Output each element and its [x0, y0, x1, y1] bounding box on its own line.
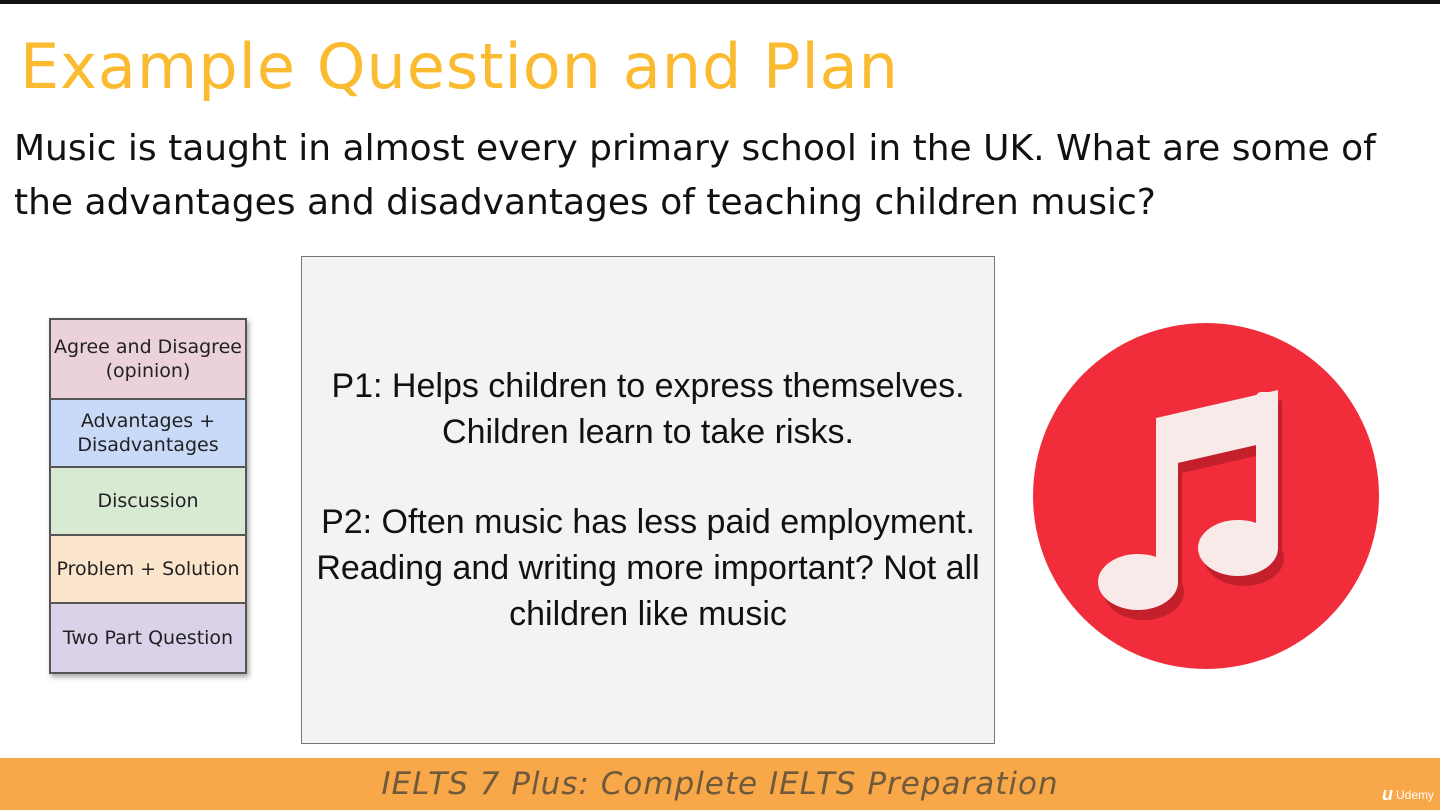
slide-title: Example Question and Plan	[20, 30, 899, 103]
essay-plan-box: P1: Helps children to express themselves…	[301, 256, 995, 744]
question-type-advantages-disadvantages: Advantages + Disadvantages	[51, 400, 245, 468]
question-type-two-part: Two Part Question	[51, 604, 245, 672]
plan-paragraph-1: P1: Helps children to express themselves…	[331, 367, 965, 451]
udemy-watermark: u Udemy	[1382, 784, 1434, 805]
music-logo-circle	[1033, 323, 1379, 669]
music-note-shape	[1098, 390, 1278, 610]
udemy-brand-label: Udemy	[1395, 787, 1434, 802]
question-type-list: Agree and Disagree (opinion) Advantages …	[49, 318, 247, 674]
course-title: IELTS 7 Plus: Complete IELTS Preparation	[381, 766, 1059, 802]
essay-question: Music is taught in almost every primary …	[14, 128, 1376, 223]
question-type-problem-solution: Problem + Solution	[51, 536, 245, 604]
course-footer: IELTS 7 Plus: Complete IELTS Preparation…	[0, 758, 1440, 810]
music-note-icon	[1033, 323, 1379, 669]
udemy-logo-icon: u	[1381, 784, 1393, 804]
plan-paragraph-2: P2: Often music has less paid employment…	[316, 503, 980, 633]
question-type-agree-disagree: Agree and Disagree (opinion)	[51, 320, 245, 400]
question-type-discussion: Discussion	[51, 468, 245, 536]
top-border	[0, 0, 1440, 4]
